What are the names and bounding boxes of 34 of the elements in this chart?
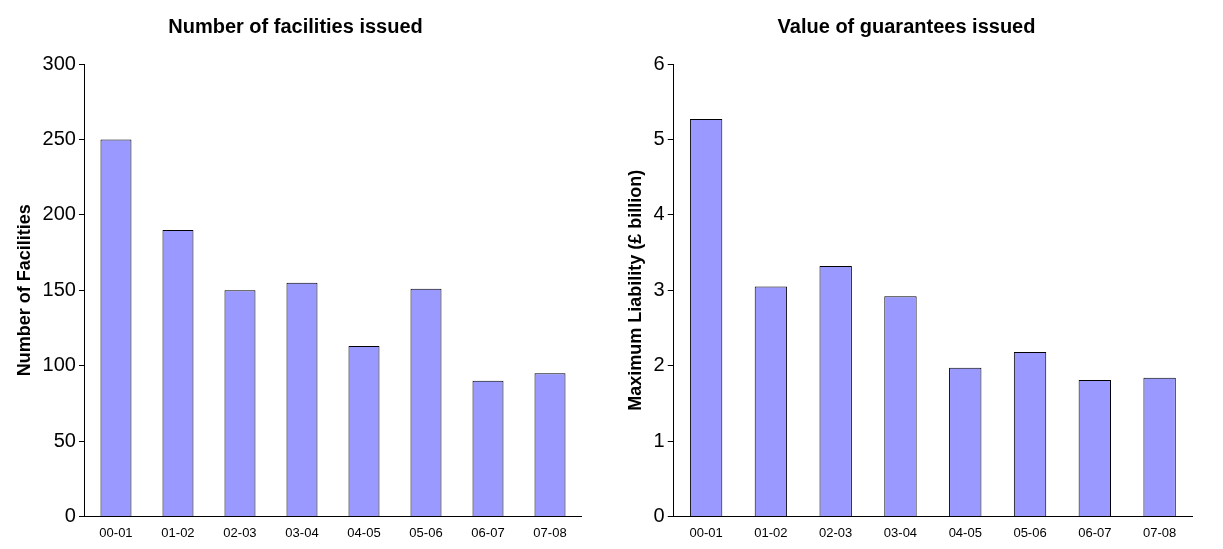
x-tick-label: 07-08 (1142, 524, 1177, 540)
chart-title: Number of facilities issued (168, 14, 423, 37)
y-axis-title: Maximum Liability (£ billion) (624, 169, 645, 411)
y-tick-label: 0 (64, 503, 76, 526)
x-tick-label: 01-02 (754, 524, 788, 540)
y-tick-label: 200 (42, 202, 76, 225)
y-tick-label: 150 (42, 277, 76, 300)
y-tick-label: 250 (42, 126, 76, 149)
x-tick-label: 03-04 (285, 524, 319, 540)
chart-title: Value of guarantees issued (777, 14, 1036, 37)
x-tick-label: 00-01 (689, 524, 723, 540)
x-tick-label: 02-03 (819, 524, 853, 540)
x-tick-label: 06-07 (471, 524, 505, 540)
x-tick-label: 05-06 (1013, 524, 1047, 540)
y-tick-label: 1 (653, 428, 665, 451)
y-tick-label: 0 (653, 503, 665, 526)
x-tick-label: 05-06 (409, 524, 443, 540)
x-tick-label: 06-07 (1078, 524, 1112, 540)
y-tick-label: 4 (653, 202, 665, 225)
y-tick-label: 300 (42, 51, 76, 74)
y-tick-label: 5 (653, 126, 665, 149)
x-tick-label: 04-05 (347, 524, 381, 540)
y-tick-label: 100 (42, 353, 76, 376)
x-tick-label: 04-05 (948, 524, 982, 540)
y-tick-label: 50 (53, 428, 76, 451)
x-tick-label: 01-02 (161, 524, 195, 540)
x-tick-label: 00-01 (99, 524, 133, 540)
y-tick-label: 3 (653, 277, 665, 300)
x-tick-label: 02-03 (223, 524, 257, 540)
x-tick-label: 03-04 (883, 524, 918, 540)
y-tick-label: 6 (653, 51, 665, 74)
y-tick-label: 2 (653, 353, 665, 376)
y-axis-title: Number of Facilities (13, 204, 34, 377)
x-tick-label: 07-08 (533, 524, 567, 540)
